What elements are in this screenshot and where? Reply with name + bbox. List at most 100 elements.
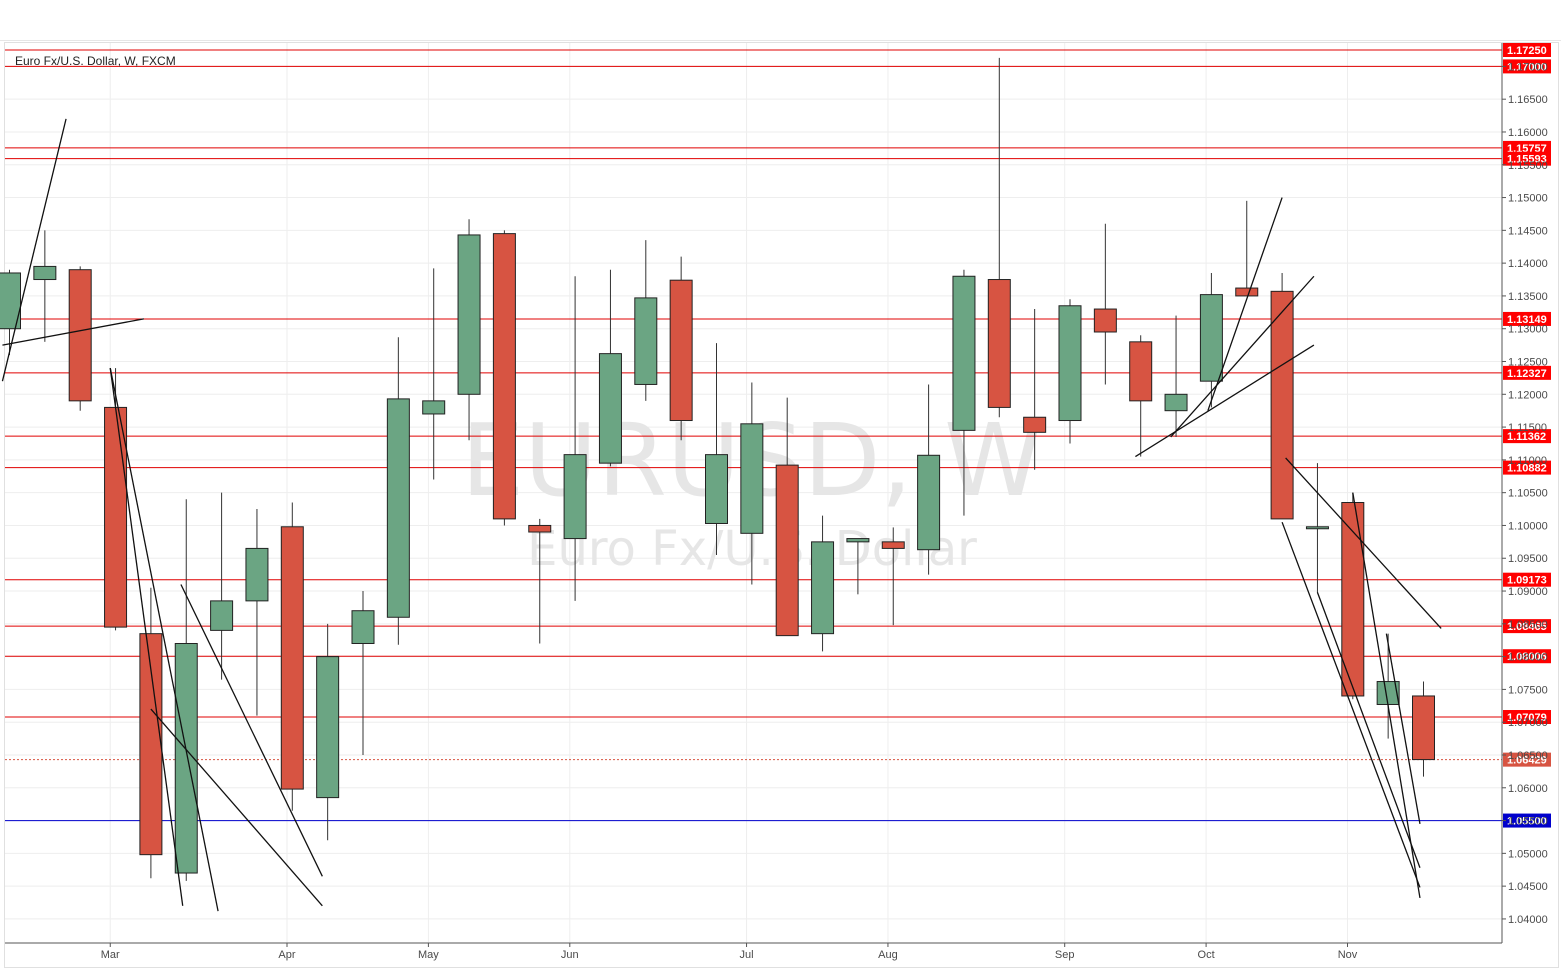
candle[interactable] <box>1412 681 1435 777</box>
level-tag-bg <box>1503 311 1551 326</box>
y-tick-label: 1.09500 <box>1508 553 1548 565</box>
candle[interactable] <box>528 518 552 644</box>
level-tag-text: 1.08465 <box>1507 621 1547 633</box>
level-tag-text: 1.09173 <box>1507 575 1547 587</box>
candle[interactable] <box>669 256 693 441</box>
candle[interactable] <box>1199 272 1223 408</box>
candle-body <box>492 233 516 520</box>
level-tag-bg <box>1503 572 1551 587</box>
candle-body <box>0 272 21 330</box>
level-tag-text: 1.07079 <box>1507 712 1547 724</box>
candle[interactable] <box>1341 492 1365 700</box>
level-tag-bg <box>1503 460 1551 475</box>
trendline <box>1281 521 1421 888</box>
level-tag-bg <box>1503 43 1551 57</box>
level-tag: 1.08465 <box>1503 619 1551 634</box>
candle[interactable] <box>457 219 481 441</box>
candle[interactable] <box>1093 223 1117 385</box>
y-tick-label: 1.16500 <box>1508 94 1548 106</box>
candle-body <box>386 398 410 618</box>
candle[interactable] <box>33 230 57 342</box>
x-tick-label: Jul <box>740 949 754 961</box>
candle-body <box>1129 341 1153 402</box>
level-tag-bg <box>1503 429 1551 444</box>
candle-body <box>1199 294 1223 382</box>
trendline <box>1316 592 1421 869</box>
trendline <box>1 118 67 382</box>
candle[interactable] <box>1164 315 1188 437</box>
candle-body <box>1093 308 1117 333</box>
trendline <box>2 318 144 346</box>
level-tag: 1.05500 <box>1503 813 1551 828</box>
candle[interactable] <box>1129 335 1153 457</box>
candle[interactable] <box>280 502 304 811</box>
trendline <box>1385 633 1421 824</box>
candle[interactable] <box>0 269 21 355</box>
level-tag: 1.09173 <box>1503 572 1551 587</box>
candle-body <box>351 610 375 644</box>
candle-body <box>280 526 304 790</box>
candle[interactable] <box>811 515 835 652</box>
candle[interactable] <box>1235 200 1259 297</box>
candle[interactable] <box>846 538 870 595</box>
candle[interactable] <box>210 492 234 680</box>
candle[interactable] <box>139 587 163 879</box>
candle-body <box>422 400 446 415</box>
candle-body <box>245 547 269 602</box>
y-tick-label: 1.15500 <box>1508 160 1548 172</box>
level-tag-text: 1.13149 <box>1507 314 1547 326</box>
candle[interactable] <box>987 57 1011 418</box>
candle-body <box>598 353 622 464</box>
candle-body <box>740 423 764 534</box>
x-tick-label: May <box>418 949 439 961</box>
y-tick-label: 1.12500 <box>1508 357 1548 369</box>
candle-body <box>952 275 976 431</box>
candle[interactable] <box>245 509 269 716</box>
candle[interactable] <box>174 499 198 881</box>
y-tick-label: 1.16000 <box>1508 127 1548 139</box>
candle[interactable] <box>634 240 658 401</box>
candle[interactable] <box>775 397 799 637</box>
candle-body <box>634 297 658 385</box>
y-tick-label: 1.04000 <box>1508 914 1548 926</box>
level-tag-bg <box>1503 813 1551 828</box>
candle[interactable] <box>492 230 516 526</box>
candle[interactable] <box>1270 272 1294 520</box>
candle[interactable] <box>386 337 410 645</box>
candle-body <box>139 633 163 856</box>
candle[interactable] <box>881 527 905 626</box>
candle[interactable] <box>563 276 587 601</box>
candle[interactable] <box>917 384 941 575</box>
y-tick-label: 1.13500 <box>1508 291 1548 303</box>
level-tag-text: 1.12327 <box>1507 368 1547 380</box>
candle[interactable] <box>1058 299 1082 444</box>
y-tick-label: 1.11500 <box>1508 422 1547 434</box>
last-price-tag-text: 1.06429 <box>1507 755 1547 767</box>
candle[interactable] <box>422 268 446 480</box>
level-tag: 1.12327 <box>1503 365 1551 380</box>
candle[interactable] <box>316 623 340 841</box>
axis-layer: 1.04000 1.04500 1.05000 1.05500 1.06000 1.065… <box>5 43 1548 961</box>
candle[interactable] <box>1023 309 1047 470</box>
top-toolbar <box>0 0 1561 41</box>
candle[interactable] <box>740 382 764 585</box>
y-tick-label: 1.13000 <box>1508 324 1548 336</box>
candle[interactable] <box>598 269 622 467</box>
level-tag-text: 1.11362 <box>1507 431 1546 443</box>
level-tag-text: 1.08006 <box>1507 651 1547 663</box>
x-tick-label: Jun <box>561 949 579 961</box>
level-tag-text: 1.10882 <box>1507 463 1547 475</box>
candle-body <box>775 464 799 637</box>
x-tick-label: Nov <box>1338 949 1358 961</box>
last-price-tag: 1.06429 <box>1503 752 1551 767</box>
last-price-tag-bg <box>1503 752 1551 767</box>
candle[interactable] <box>351 591 375 755</box>
level-tag-bg <box>1503 365 1551 380</box>
candle[interactable] <box>1305 463 1329 594</box>
candle-body <box>316 656 340 799</box>
candle[interactable] <box>952 269 976 516</box>
candle[interactable] <box>705 343 728 555</box>
candle[interactable] <box>68 266 92 411</box>
y-tick-label: 1.09000 <box>1508 586 1548 598</box>
